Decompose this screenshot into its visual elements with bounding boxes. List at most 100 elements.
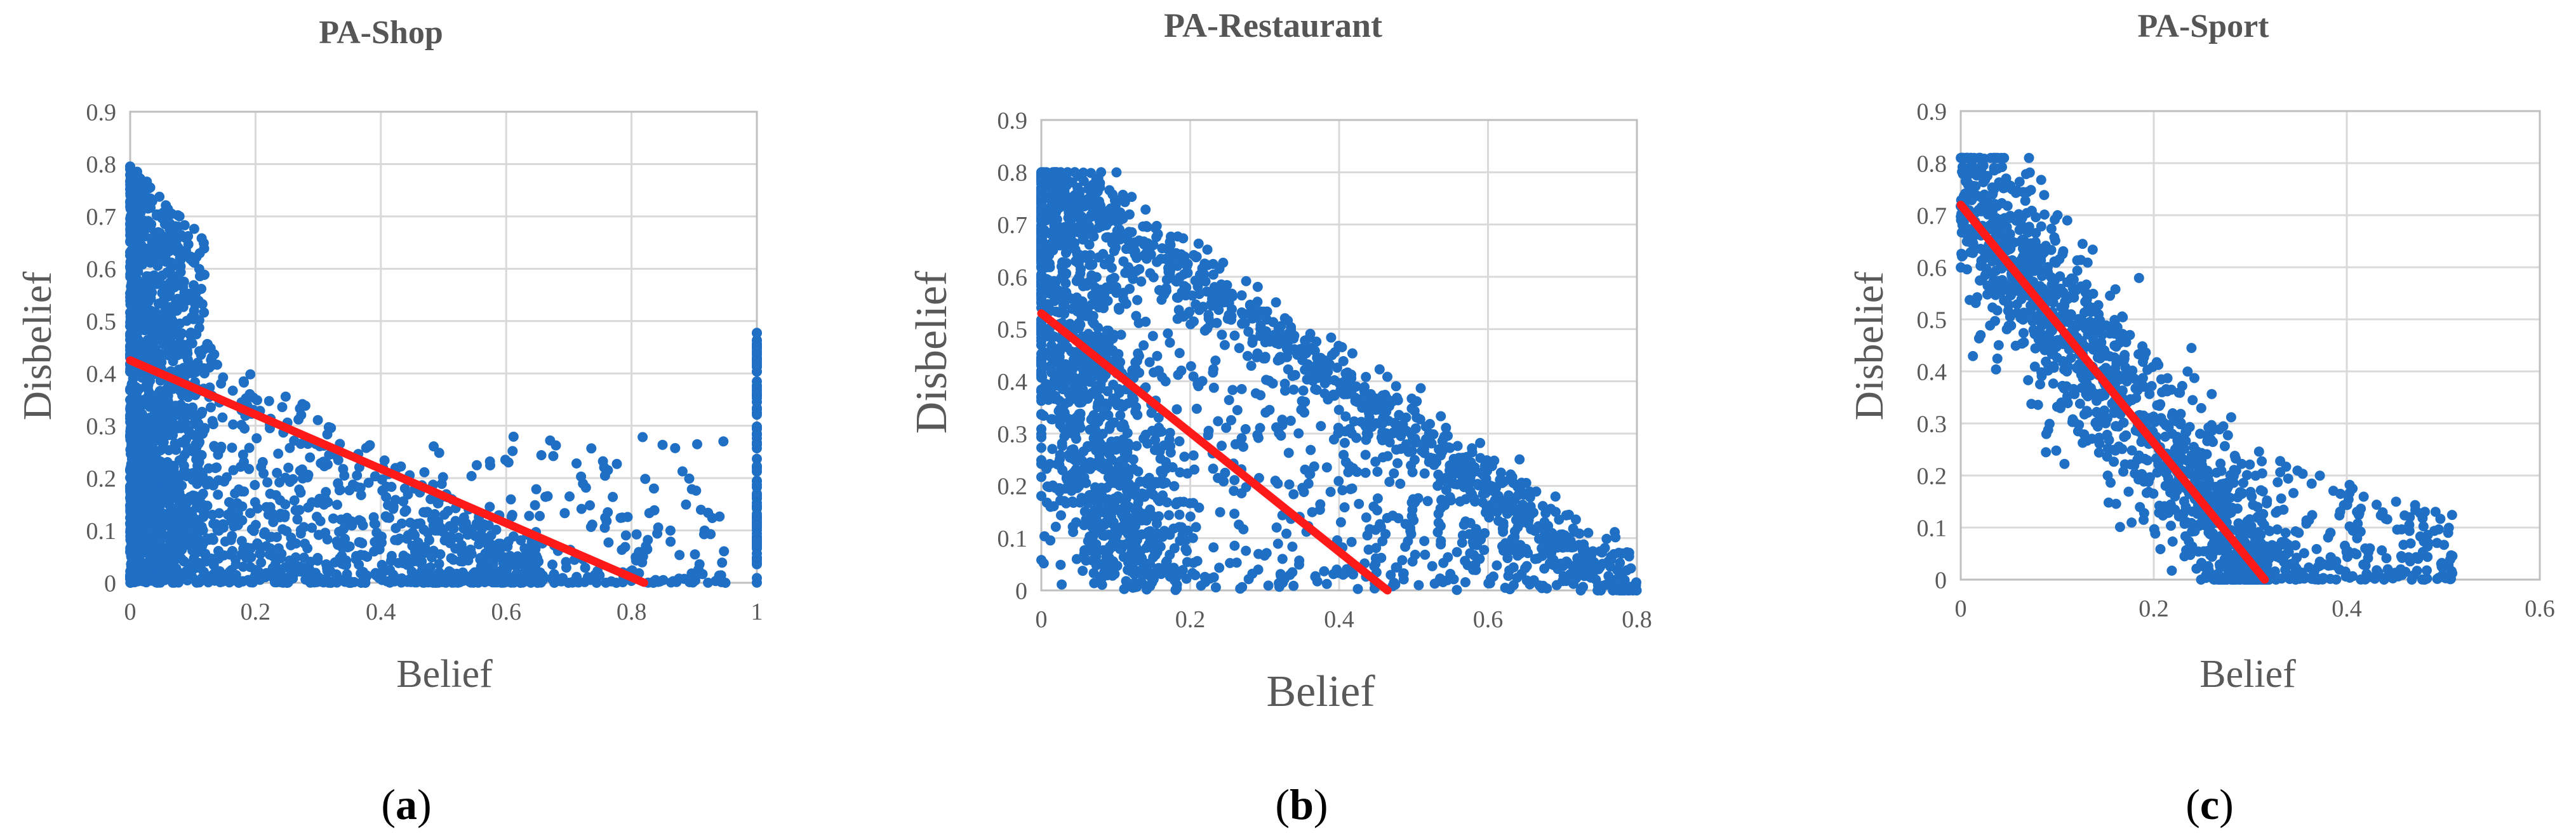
data-point — [1359, 382, 1370, 392]
data-point — [1091, 539, 1102, 550]
data-point — [168, 356, 178, 366]
data-point — [339, 516, 350, 527]
data-point — [1287, 567, 1298, 578]
data-point — [1160, 376, 1171, 387]
data-point — [430, 525, 441, 536]
data-point — [1625, 563, 1636, 574]
data-point — [1100, 496, 1111, 507]
data-point — [642, 544, 653, 555]
data-point — [1219, 340, 1230, 350]
data-point — [523, 576, 533, 587]
data-point — [166, 270, 177, 281]
data-point — [1286, 325, 1297, 336]
data-point — [1208, 269, 1218, 280]
data-point — [190, 514, 201, 525]
data-point — [752, 352, 762, 363]
data-point — [1036, 392, 1046, 403]
data-point — [1339, 502, 1350, 513]
data-point — [695, 505, 706, 515]
data-point — [1141, 253, 1152, 264]
data-point — [1372, 467, 1383, 477]
data-point — [1171, 404, 1182, 415]
data-point — [194, 323, 204, 333]
data-point — [168, 280, 179, 291]
data-point — [1580, 545, 1591, 556]
data-point — [576, 503, 587, 514]
data-point — [1042, 283, 1053, 293]
data-point — [332, 500, 342, 510]
data-point — [1283, 316, 1293, 326]
data-point — [211, 462, 222, 473]
data-point — [147, 326, 158, 336]
data-point — [239, 486, 250, 497]
data-point — [1534, 580, 1545, 591]
data-point — [305, 452, 316, 463]
data-point — [1336, 383, 1347, 394]
data-point — [1185, 361, 1196, 371]
data-point — [1550, 491, 1561, 502]
data-point — [1208, 542, 1219, 553]
data-point — [165, 427, 176, 438]
data-point — [545, 435, 556, 446]
data-point — [1509, 506, 1520, 517]
data-point — [128, 531, 138, 542]
data-point — [1542, 538, 1552, 549]
data-point — [475, 554, 486, 565]
data-point — [1036, 455, 1046, 465]
data-point — [1084, 489, 1095, 500]
data-point — [1209, 287, 1220, 298]
data-point — [434, 559, 444, 569]
data-point — [752, 503, 762, 514]
data-point — [1154, 562, 1164, 573]
data-point — [1325, 486, 1336, 497]
data-point — [465, 544, 476, 555]
data-point — [287, 559, 298, 569]
data-point — [1036, 298, 1046, 309]
data-point — [133, 334, 143, 345]
data-point — [1241, 276, 1251, 286]
data-point — [1370, 524, 1381, 535]
data-point — [1081, 280, 1092, 291]
data-point — [1215, 507, 1225, 517]
data-point — [603, 537, 614, 548]
data-point — [237, 501, 248, 512]
data-point — [1274, 352, 1285, 363]
data-point — [684, 577, 695, 587]
data-point — [135, 431, 146, 441]
data-point — [1250, 388, 1261, 399]
data-point — [1589, 564, 1599, 575]
data-point — [324, 449, 335, 460]
data-point — [1337, 485, 1348, 496]
data-point — [1193, 381, 1204, 392]
data-point — [273, 543, 284, 554]
data-point — [674, 550, 685, 561]
data-point — [1210, 356, 1221, 366]
data-point — [166, 308, 177, 319]
data-point — [1130, 406, 1141, 417]
data-point — [1077, 455, 1088, 466]
data-point — [1505, 544, 1516, 555]
data-point — [1131, 253, 1142, 263]
data-point — [1384, 477, 1395, 487]
data-point — [1319, 389, 1330, 399]
data-point — [1287, 371, 1298, 382]
x-axis-label: Belief — [396, 653, 493, 696]
data-point — [155, 456, 166, 467]
data-point — [1364, 408, 1374, 418]
data-point — [1457, 537, 1467, 548]
data-point — [1452, 547, 1462, 557]
data-point — [1500, 582, 1511, 593]
data-point — [532, 578, 543, 588]
data-point — [194, 346, 204, 357]
data-point — [425, 562, 436, 573]
data-point — [1099, 259, 1110, 270]
data-point — [1409, 406, 1420, 416]
data-point — [244, 389, 255, 399]
data-point — [252, 395, 262, 406]
data-point — [312, 555, 323, 566]
data-point — [1537, 501, 1548, 512]
data-point — [1365, 400, 1376, 411]
data-point — [356, 516, 366, 526]
data-point — [378, 562, 389, 573]
data-point — [1138, 433, 1149, 444]
